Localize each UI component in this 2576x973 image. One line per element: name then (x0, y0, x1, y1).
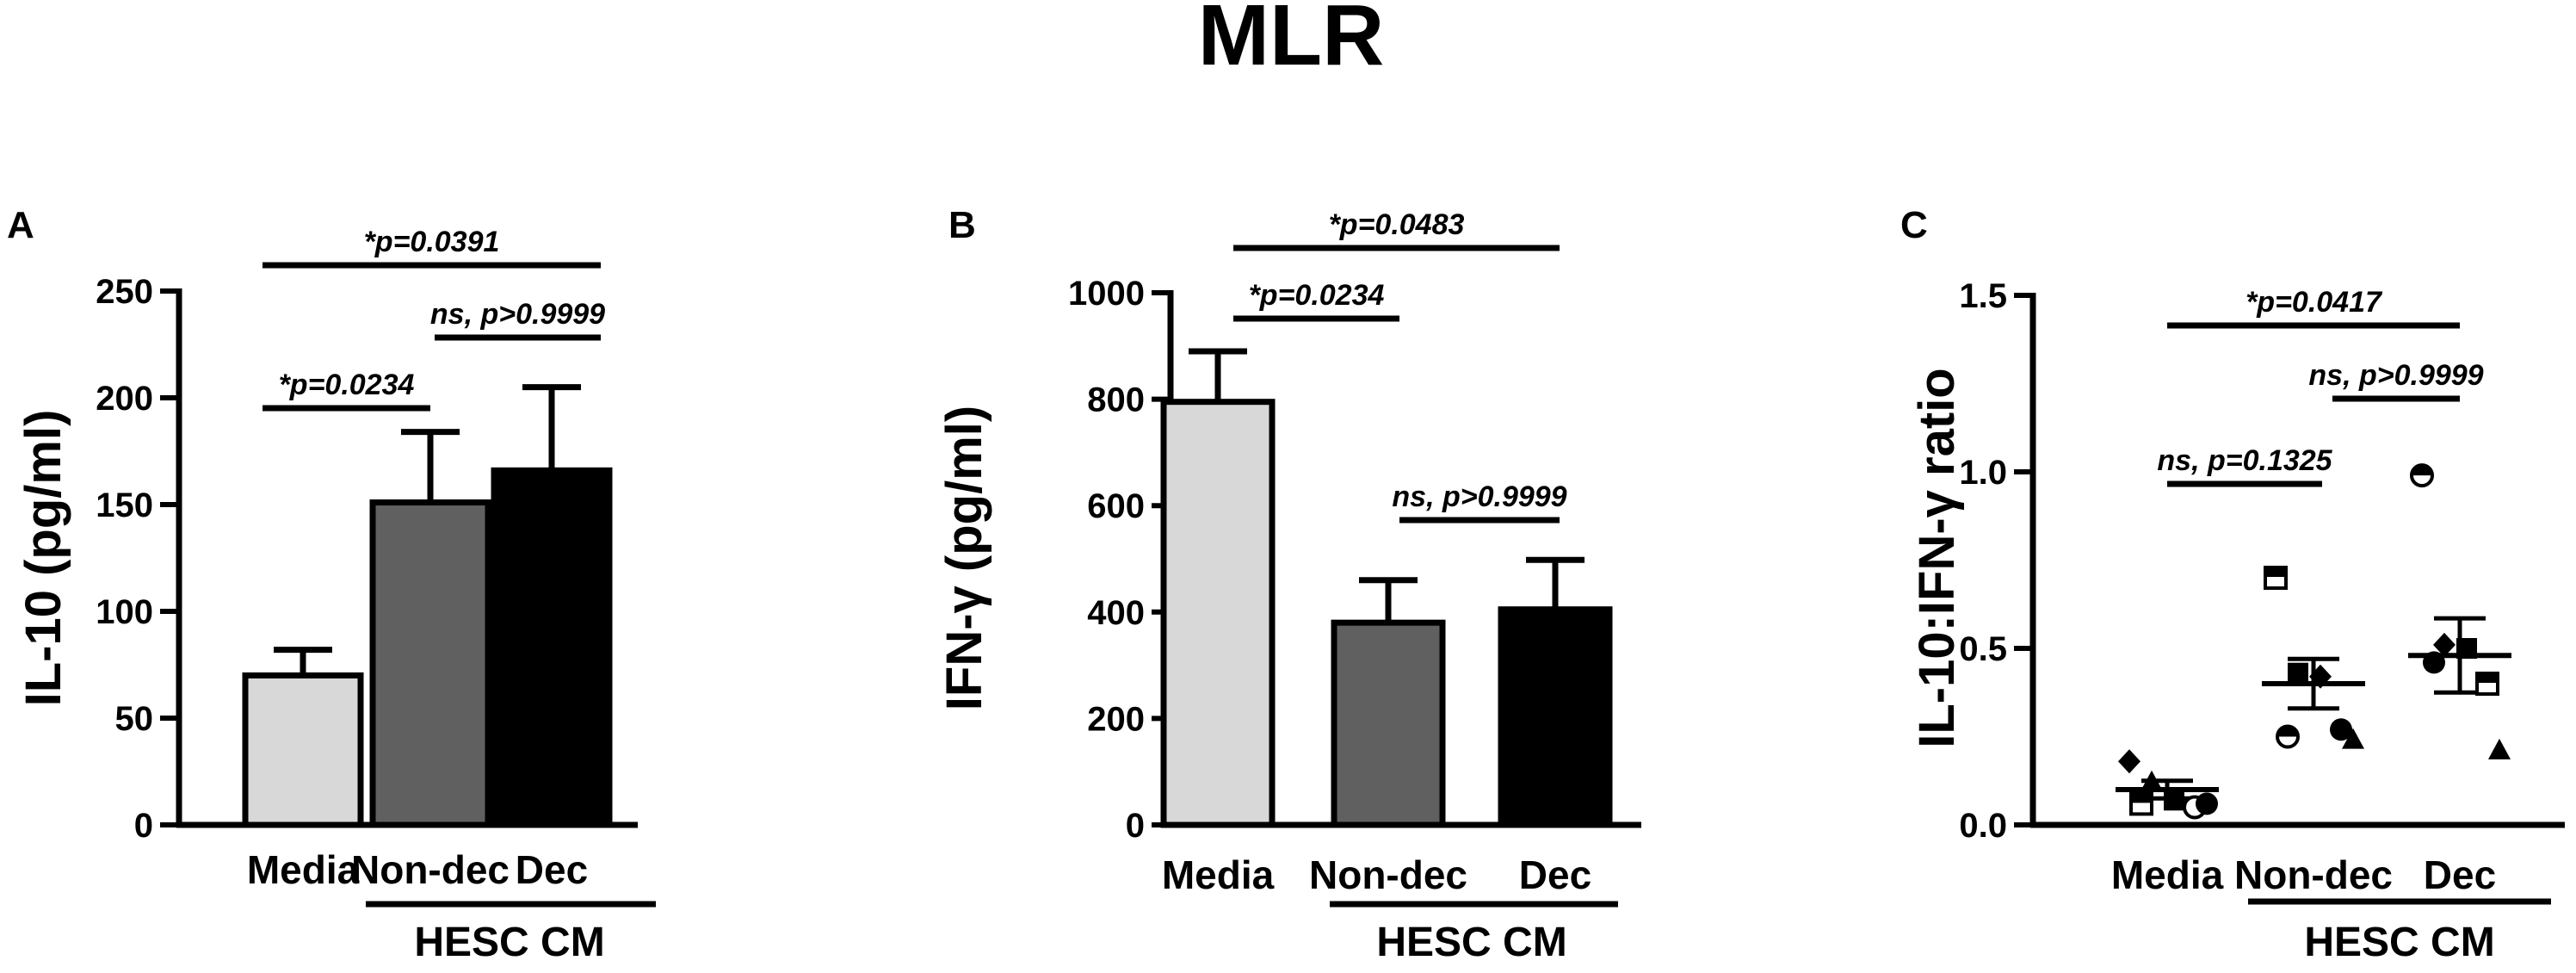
data-point (2475, 672, 2499, 696)
y-tick-label: 600 (1087, 487, 1145, 525)
circle-marker (2330, 718, 2352, 741)
y-tick-label: 1.0 (1959, 454, 2007, 492)
square-half-fill (2265, 567, 2286, 577)
data-point (2330, 718, 2352, 741)
bar (1160, 399, 1276, 828)
data-point (2164, 790, 2184, 811)
y-tick-label: 800 (1087, 381, 1145, 419)
data-point (2410, 463, 2434, 488)
square-marker (2164, 790, 2184, 811)
data-point (2488, 738, 2511, 759)
square-half-fill (2477, 673, 2498, 683)
comparison-label: ns, p>0.9999 (1392, 480, 1566, 513)
group-label: HESC CM (2304, 920, 2494, 965)
circle-marker (2196, 792, 2218, 815)
bar (1498, 606, 1613, 828)
y-tick-label: 50 (115, 700, 154, 738)
diamond-marker (2309, 664, 2332, 689)
y-axis-label: IFN-γ (pg/ml) (936, 406, 992, 710)
triangle-marker (2488, 738, 2511, 759)
y-tick-label: 150 (96, 487, 153, 524)
circle-half-fill (2277, 726, 2298, 737)
data-point (2276, 724, 2300, 749)
y-axis-label: IL-10 (pg/ml) (15, 410, 71, 707)
bar (242, 672, 364, 828)
data-point (2118, 749, 2140, 774)
comparison-label: *p=0.0417 (2246, 286, 2383, 319)
circle-half-fill (2412, 465, 2432, 476)
comparison-label: *p=0.0391 (364, 226, 500, 258)
x-tick-label: Dec (1519, 852, 1591, 897)
square-marker (2456, 638, 2477, 659)
panel-c: C IL-10:IFN-γ ratio 0.0 0.5 1.0 1.5 Media Non-d… (1900, 204, 2565, 965)
panel-letter: C (1900, 204, 1928, 246)
x-tick-label: Media (247, 847, 360, 892)
data-point (2129, 791, 2153, 816)
data-point (2264, 566, 2288, 590)
x-tick-label: Non-dec (351, 847, 510, 892)
panel-letter: A (7, 204, 34, 246)
data-point (2288, 662, 2308, 684)
square-marker (2288, 662, 2308, 684)
y-tick-label: 200 (96, 380, 153, 418)
panel-letter: B (948, 204, 976, 246)
data-point (2433, 632, 2456, 657)
group-label: HESC CM (414, 920, 604, 965)
panel-b: B IFN-γ (pg/ml) 0 200 400 600 800 1000 Media Non-… (936, 204, 1641, 965)
data-point (2196, 792, 2218, 815)
figure-title: MLR (1198, 0, 1385, 84)
x-tick-label: Non-dec (1309, 852, 1467, 897)
data-point (2140, 770, 2163, 791)
x-tick-label: Media (1162, 852, 1275, 897)
bar (1331, 619, 1446, 828)
y-tick-label: 250 (96, 273, 153, 311)
square-half-fill (2131, 793, 2152, 803)
y-tick-label: 1.5 (1959, 277, 2007, 315)
comparison-label: ns, p>0.9999 (2308, 359, 2483, 392)
data-point (2456, 638, 2477, 659)
x-tick-label: Dec (2424, 852, 2496, 897)
y-tick-label: 100 (96, 593, 153, 631)
x-tick-label: Dec (516, 847, 588, 892)
y-tick-label: 0.5 (1959, 630, 2007, 668)
y-tick-label: 0.0 (1959, 807, 2007, 845)
comparison-label: ns, p>0.9999 (430, 298, 605, 331)
y-tick-label: 1000 (1068, 275, 1145, 313)
triangle-marker (2140, 770, 2163, 791)
diamond-marker (2118, 749, 2140, 774)
bar (369, 499, 491, 828)
bar (491, 467, 613, 828)
circle-marker (2423, 651, 2445, 674)
comparison-label: *p=0.0234 (279, 369, 415, 401)
y-tick-label: 0 (1126, 807, 1145, 845)
y-tick-label: 400 (1087, 594, 1145, 632)
comparison-label: *p=0.0234 (1249, 279, 1385, 312)
y-tick-label: 0 (134, 807, 153, 845)
comparison-label: ns, p=0.1325 (2157, 444, 2332, 477)
group-label: HESC CM (1376, 920, 1566, 965)
comparison-label: *p=0.0483 (1329, 208, 1465, 241)
triangle-marker (2342, 728, 2364, 749)
data-point (2423, 651, 2445, 674)
panel-a: A IL-10 (pg/ml) 0 50 100 150 200 250 MediaNon-de… (7, 204, 656, 965)
y-axis-label: IL-10:IFN-γ ratio (1909, 368, 1965, 748)
diamond-marker (2433, 632, 2456, 657)
data-point (2342, 728, 2364, 749)
y-tick-label: 200 (1087, 700, 1145, 738)
x-tick-label: Non-dec (2234, 852, 2393, 897)
data-point (2309, 664, 2332, 689)
x-tick-label: Media (2111, 852, 2224, 897)
